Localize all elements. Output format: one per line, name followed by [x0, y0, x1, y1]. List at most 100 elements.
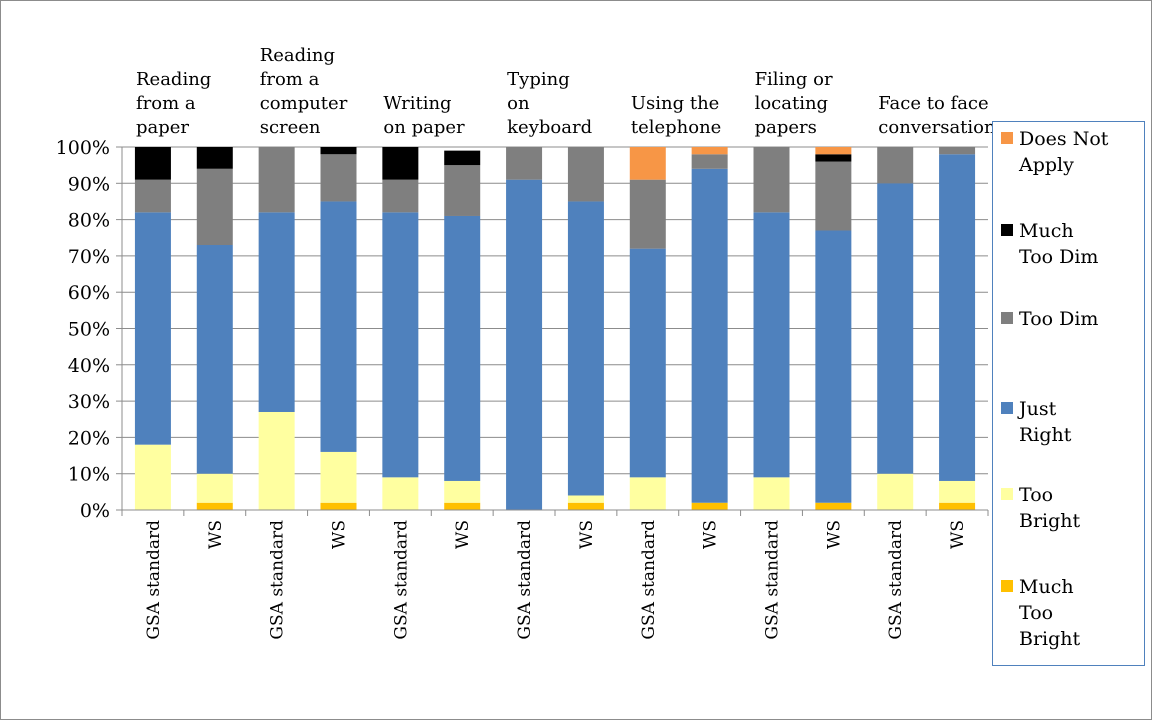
bar-segment-just-right [691, 168, 728, 503]
bar-segment-just-right [753, 212, 790, 478]
legend: Does Not Apply Much Too Dim Too Dim Just Right… [992, 121, 1145, 666]
bar-segment-too-dim [134, 179, 171, 213]
y-tick-label: 90% [68, 173, 110, 195]
legend-swatch [1001, 488, 1013, 500]
bar-segment-just-right [567, 201, 604, 496]
legend-item-does-not-apply: Does Not Apply [1001, 126, 1137, 178]
bar-segment-much-too-bright [196, 502, 233, 510]
axes [116, 146, 989, 516]
x-tick-label: WS [330, 520, 350, 549]
legend-item-too-dim: Too Dim [1001, 306, 1137, 332]
bar-segment-too-bright [258, 411, 295, 510]
bar-segment-too-bright [134, 444, 171, 510]
bar-segment-much-too-dim [444, 150, 481, 166]
x-tick-label: GSA standard [391, 520, 411, 640]
x-tick-label: GSA standard [639, 520, 659, 640]
x-tick-label: WS [701, 520, 721, 549]
bar-segment-too-dim [567, 147, 604, 202]
bar-segment-does-not-apply [691, 147, 728, 155]
bar-segment-too-bright [939, 480, 976, 503]
bar-segment-too-bright [382, 477, 419, 510]
group-label: Using the telephone [631, 93, 722, 138]
x-tick-label: WS [577, 520, 597, 549]
gridlines [122, 146, 988, 475]
x-tick-label: GSA standard [268, 520, 288, 640]
y-tick-label: 80% [68, 210, 110, 232]
bar-segment-too-bright [629, 477, 666, 510]
bar-segment-just-right [320, 201, 357, 452]
bar-segment-too-dim [196, 168, 233, 246]
legend-label: Too Bright [1019, 484, 1081, 532]
legend-label: Just Right [1019, 398, 1072, 446]
bar-segment-much-too-dim [815, 154, 852, 162]
group-label: Writing on paper [383, 93, 465, 138]
y-tick-label: 0% [80, 500, 110, 522]
x-tick-label: WS [206, 520, 226, 549]
group-label: Reading from a computer screen [260, 45, 348, 138]
bar-segment-too-bright [877, 473, 914, 510]
legend-item-much-too-dim: Much Too Dim [1001, 218, 1137, 270]
y-tick-label: 100% [56, 137, 110, 159]
bar-segment-does-not-apply [629, 147, 666, 180]
bar-segment-too-dim [320, 154, 357, 202]
bar-segment-much-too-dim [134, 147, 171, 180]
bar-segment-too-dim [506, 147, 543, 180]
x-tick-label: GSA standard [763, 520, 783, 640]
bar-segment-just-right [629, 248, 666, 478]
bar-segment-just-right [258, 212, 295, 412]
bar-segment-much-too-bright [691, 502, 728, 510]
bar-segment-much-too-dim [320, 147, 357, 155]
x-tick-label: WS [453, 520, 473, 549]
legend-swatch [1001, 580, 1013, 592]
x-tick-label: GSA standard [144, 520, 164, 640]
bar-segment-too-dim [382, 179, 419, 213]
y-tick-label: 10% [68, 464, 110, 486]
group-label: Typing on keyboard [507, 69, 592, 138]
x-tick-label: WS [948, 520, 968, 549]
bar-segment-much-too-bright [444, 502, 481, 510]
bar-segment-just-right [939, 154, 976, 481]
bar-segment-just-right [815, 230, 852, 503]
bar-segment-too-bright [753, 477, 790, 510]
bar-segment-too-dim [629, 179, 666, 249]
x-tick-label: GSA standard [886, 520, 906, 640]
bar-segment-just-right [444, 215, 481, 481]
bars [134, 147, 976, 511]
y-tick-label: 20% [68, 427, 110, 449]
group-labels: Reading from a paper Reading from a computer s… [136, 45, 1005, 138]
bar-segment-just-right [196, 245, 233, 474]
y-tick-label: 60% [68, 282, 110, 304]
bar-segment-just-right [382, 212, 419, 478]
group-label: Face to face conversations [878, 93, 1005, 138]
bar-segment-too-dim [939, 147, 976, 155]
legend-label: Does Not Apply [1019, 128, 1109, 176]
bar-segment-too-dim [258, 147, 295, 213]
bar-segment-just-right [877, 183, 914, 474]
legend-item-too-bright: Too Bright [1001, 482, 1137, 534]
legend-swatch [1001, 402, 1013, 414]
legend-swatch [1001, 312, 1013, 324]
bar-segment-much-too-dim [382, 147, 419, 180]
bar-segment-too-bright [567, 495, 604, 503]
x-tick-label: GSA standard [515, 520, 535, 640]
legend-label: Much Too Bright [1019, 576, 1081, 650]
legend-label: Too Dim [1019, 308, 1099, 330]
bar-segment-much-too-bright [567, 502, 604, 510]
legend-label: Much Too Dim [1019, 220, 1099, 268]
y-tick-labels: 0% 10% 20% 30% 40% 50% 60% 70% 80% 90% 100% [56, 137, 110, 522]
x-tick-labels: GSA standard WS GSA standard WS GSA standard… [144, 520, 968, 640]
bar-segment-much-too-dim [196, 147, 233, 169]
bar-segment-too-dim [753, 147, 790, 213]
y-tick-label: 30% [68, 391, 110, 413]
bar-segment-too-dim [815, 161, 852, 231]
bar-segment-too-dim [691, 154, 728, 169]
bar-segment-too-bright [444, 480, 481, 503]
bar-segment-too-dim [444, 165, 481, 216]
legend-item-much-too-bright: Much Too Bright [1001, 574, 1137, 652]
bar-segment-too-dim [877, 147, 914, 184]
bar-segment-much-too-bright [815, 502, 852, 510]
y-tick-label: 50% [68, 319, 110, 341]
bar-segment-much-too-bright [939, 502, 976, 510]
y-tick-label: 40% [68, 355, 110, 377]
